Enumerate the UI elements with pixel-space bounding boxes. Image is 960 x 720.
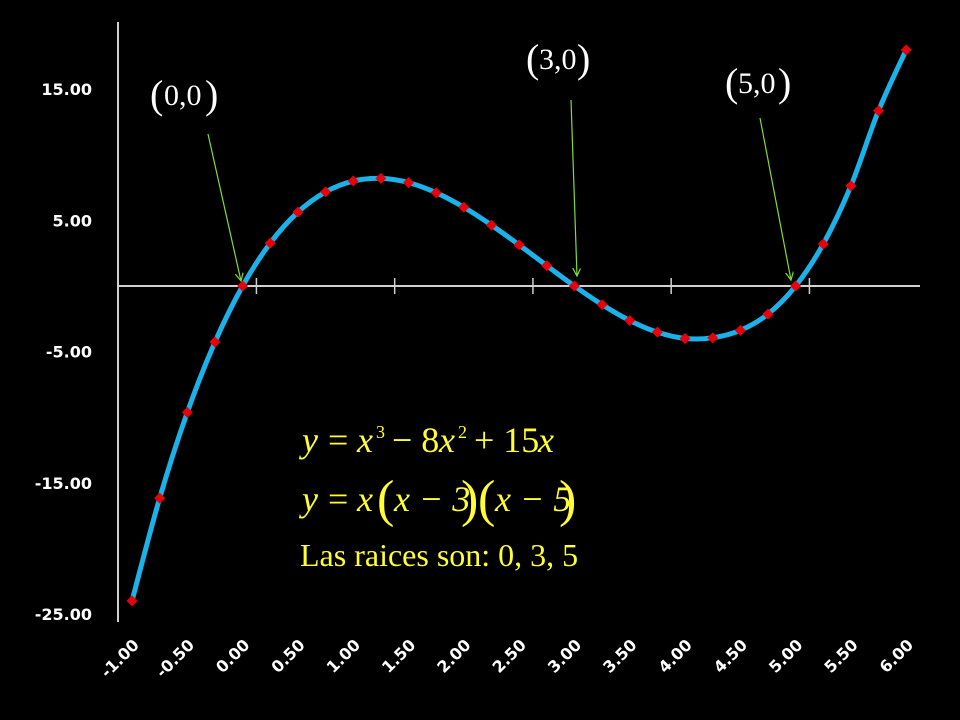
x-tick-label: 6.00 (876, 635, 917, 676)
x-tick-label: 2.00 (433, 635, 474, 676)
data-point (403, 177, 414, 189)
x-tick-label: 0.50 (267, 635, 308, 676)
eq2-paren-close-2: ) (559, 471, 576, 528)
annotation-paren-open: ( (150, 72, 163, 117)
y-axis-tick-labels: 15.00 5.00 -5.00 -15.00 -25.00 (35, 80, 92, 624)
y-tick-label: -15.00 (35, 474, 92, 493)
annotation-paren-close: ) (778, 60, 791, 105)
x-tick-label: 3.50 (599, 635, 640, 676)
data-point (845, 180, 857, 192)
data-point (900, 44, 912, 56)
roots-statement: Las raices son: 0, 3, 5 (300, 537, 578, 573)
y-tick-label: -5.00 (46, 343, 92, 362)
eq1-plus-15: + 15 (474, 420, 539, 460)
eq2-paren-open-1: ( (377, 471, 394, 528)
eq1-y: y (299, 420, 318, 460)
annotation-paren-close: ) (577, 36, 590, 81)
eq1-x: x (537, 420, 554, 460)
data-point (292, 206, 304, 218)
data-point (347, 175, 359, 187)
y-tick-label: 5.00 (53, 211, 92, 230)
data-point (707, 332, 719, 344)
data-point (375, 172, 387, 184)
x-tick-label: 5.50 (820, 635, 861, 676)
data-point (596, 299, 608, 311)
x-tick-label: 4.00 (654, 635, 695, 676)
data-point (679, 332, 691, 344)
x-tick-label: 2.50 (489, 635, 530, 676)
annotation-arrow (207, 133, 241, 281)
annotation-arrow (759, 117, 791, 280)
x-tick-label: -1.00 (97, 635, 143, 681)
eq2-factor-x-minus-3: x − 3 (393, 479, 470, 519)
data-point (734, 324, 746, 336)
x-tick-label: 5.00 (765, 635, 806, 676)
eq1-exponent-3: 3 (376, 422, 385, 442)
data-point (541, 260, 553, 272)
x-tick-label: -0.50 (152, 635, 198, 681)
equation-polynomial: y = x 3 − 8 x 2 + 15 x (299, 420, 554, 460)
eq2-paren-open-2: ( (478, 471, 495, 528)
annotation-paren-open: ( (526, 36, 539, 81)
x-tick-label: 1.50 (378, 635, 419, 676)
annotation-arrow (570, 99, 577, 276)
x-axis-tick-labels: -1.00 -0.50 0.00 0.50 1.00 1.50 2.00 2.50 3.00 3.… (97, 635, 917, 681)
data-point (154, 492, 166, 504)
x-tick-label: 1.00 (323, 635, 364, 676)
data-point (209, 336, 221, 348)
eq2-factor-x-minus-5: x − 5 (494, 479, 571, 519)
eq1-minus-8: − 8 (392, 420, 439, 460)
x-axis-tick-marks (255, 278, 811, 294)
root-annotation-3: ( 3,0 ) (526, 36, 590, 276)
data-point (817, 238, 829, 250)
eq1-equals: = (328, 420, 348, 460)
annotation-label: 3,0 (539, 43, 577, 76)
annotation-paren-close: ) (205, 72, 218, 117)
data-point (126, 595, 138, 607)
x-tick-label: 0.00 (212, 635, 253, 676)
eq1-exponent-2: 2 (458, 422, 467, 442)
data-point (430, 187, 442, 199)
root-annotation-0: ( 0,0 ) (150, 72, 241, 281)
data-point (458, 201, 470, 213)
equation-factored: y = x ( x − 3 ) ( x − 5 ) (299, 471, 576, 528)
eq2-x: x (356, 479, 373, 519)
eq2-equals: = (328, 479, 348, 519)
data-point (264, 237, 276, 249)
annotation-label: 0,0 (164, 79, 202, 112)
eq1-x-squared: x (438, 420, 455, 460)
root-annotation-5: ( 5,0 ) (725, 60, 791, 280)
eq2-y: y (299, 479, 318, 519)
annotation-label: 5,0 (738, 67, 776, 100)
y-tick-label: -25.00 (35, 605, 92, 624)
series-data-points (126, 44, 912, 607)
data-point (762, 308, 774, 320)
annotation-paren-open: ( (725, 60, 738, 105)
data-point (181, 406, 193, 418)
data-point (320, 186, 332, 198)
data-point (513, 239, 525, 251)
data-point (237, 280, 249, 292)
data-point (790, 280, 802, 292)
eq2-paren-close-1: ) (461, 471, 478, 528)
y-tick-label: 15.00 (41, 80, 92, 99)
data-point (651, 326, 663, 338)
data-point (568, 280, 580, 292)
data-point (485, 219, 497, 231)
data-point (624, 315, 636, 327)
x-tick-label: 3.00 (544, 635, 585, 676)
x-tick-label: 4.50 (710, 635, 751, 676)
data-point (873, 105, 885, 117)
eq1-x-cubed: x (356, 420, 373, 460)
